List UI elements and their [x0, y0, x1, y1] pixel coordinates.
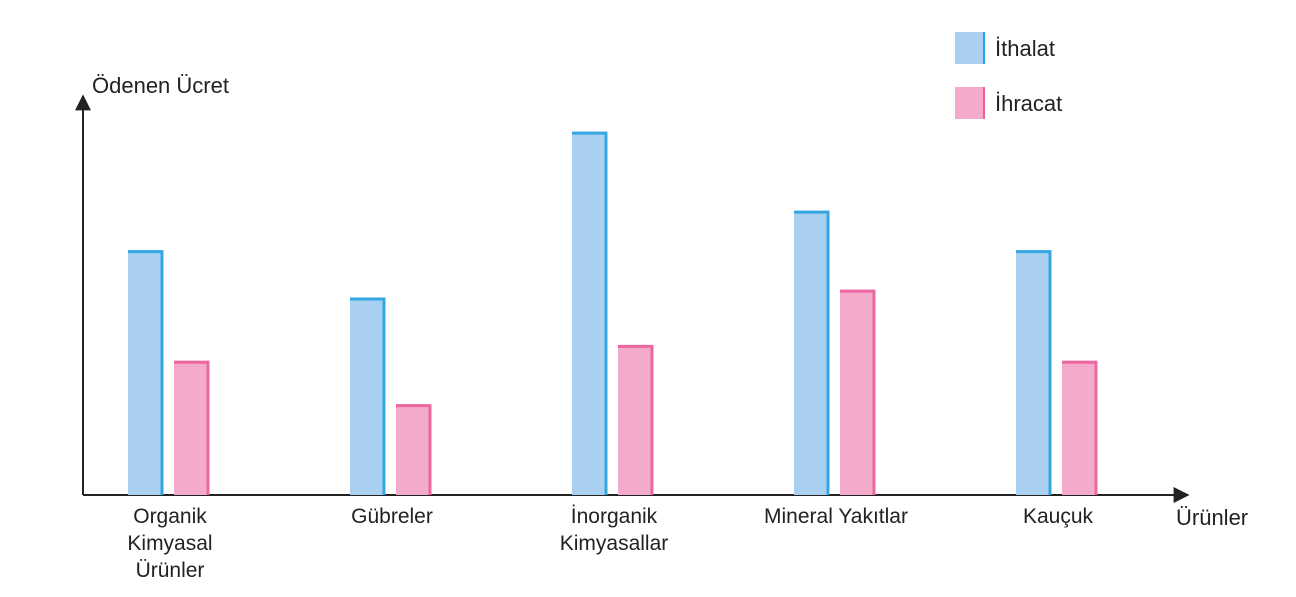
bar: [1062, 360, 1098, 495]
bar: [396, 404, 432, 495]
bar: [794, 210, 830, 495]
bar: [1016, 250, 1052, 495]
legend-label: İthalat: [995, 36, 1055, 61]
bar: [840, 289, 876, 495]
y-axis-label: Ödenen Ücret: [92, 73, 229, 98]
x-tick-label: Gübreler: [351, 505, 433, 528]
x-tick-label: Kauçuk: [1022, 505, 1094, 528]
bar: [572, 131, 608, 495]
x-axis-label: Ürünler: [1176, 505, 1248, 530]
bar: [618, 344, 654, 495]
bar: [174, 360, 210, 495]
legend-swatch: [955, 87, 985, 119]
bar: [350, 297, 386, 495]
legend-swatch: [955, 32, 985, 64]
x-tick-label: Organik Kimyasal Ürünler: [127, 505, 213, 582]
x-tick-label: Mineral Yakıtlar: [764, 505, 908, 528]
x-tick-label: İnorganik Kimyasallar: [559, 505, 669, 555]
legend-label: İhracat: [995, 91, 1062, 116]
bar: [128, 250, 164, 495]
